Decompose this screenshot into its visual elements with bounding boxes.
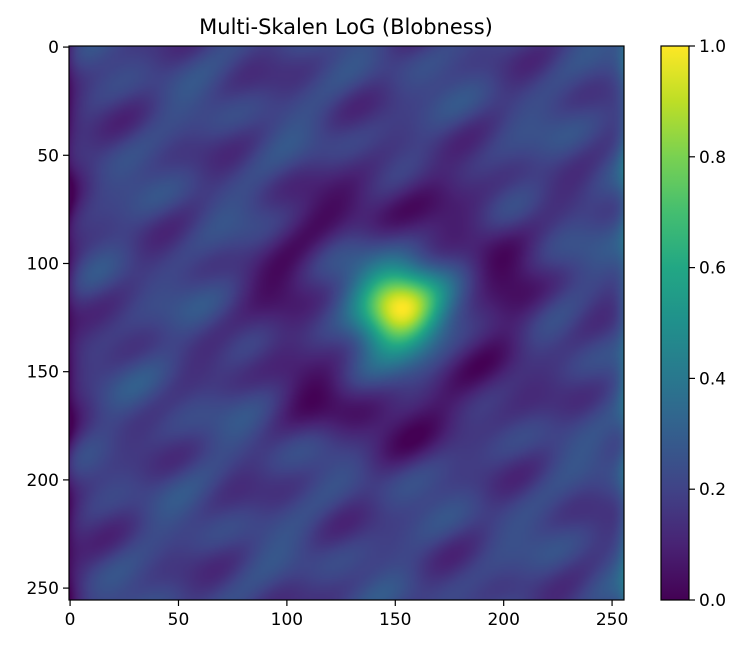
y-tick-label: 50 xyxy=(37,146,59,166)
chart-title: Multi-Skalen LoG (Blobness) xyxy=(199,15,493,39)
y-tick-label: 100 xyxy=(27,254,59,274)
colorbar-tick-label: 0.8 xyxy=(699,148,726,168)
colorbar-tick-label: 0.6 xyxy=(699,259,726,279)
colorbar-tick-label: 1.0 xyxy=(699,37,726,57)
colorbar-tick-label: 0.2 xyxy=(699,480,726,500)
x-axis: 0 50 100 150 200 250 xyxy=(65,600,628,630)
colorbar-frame xyxy=(660,45,690,601)
heatmap-image xyxy=(69,46,624,600)
x-tick-label: 0 xyxy=(65,610,76,630)
x-tick-label: 200 xyxy=(487,610,519,630)
colorbar-tick-label: 0.4 xyxy=(699,369,726,389)
colorbar-axis: 0.0 0.2 0.4 0.6 0.8 1.0 xyxy=(689,37,726,611)
plot-frame xyxy=(68,45,625,601)
x-tick-label: 100 xyxy=(271,610,303,630)
colorbar: 0.0 0.2 0.4 0.6 0.8 1.0 xyxy=(660,37,726,611)
heatmap-plot: 0 50 100 150 200 250 0 50 100 150 200 250 xyxy=(27,38,629,630)
colorbar-tick-label: 0.0 xyxy=(699,591,726,611)
y-tick-label: 150 xyxy=(27,363,59,383)
x-tick-label: 250 xyxy=(596,610,628,630)
y-tick-label: 200 xyxy=(27,471,59,491)
y-tick-label: 0 xyxy=(48,38,59,58)
colorbar-gradient xyxy=(661,46,689,600)
y-axis: 0 50 100 150 200 250 xyxy=(27,38,69,599)
x-tick-label: 50 xyxy=(168,610,190,630)
x-tick-label: 150 xyxy=(379,610,411,630)
y-tick-label: 250 xyxy=(27,579,59,599)
